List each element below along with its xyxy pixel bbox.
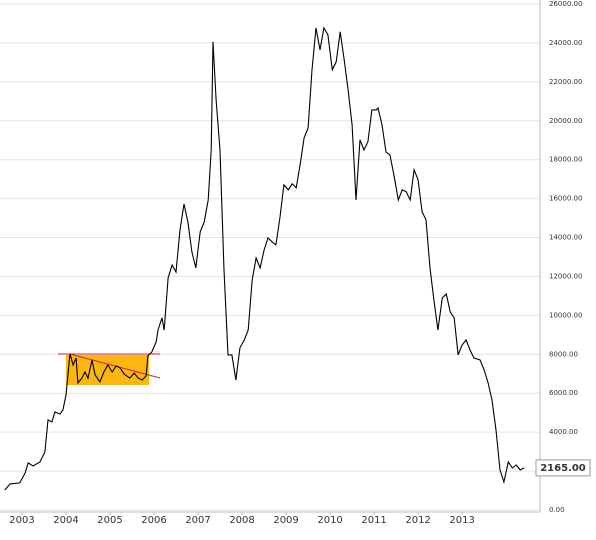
x-tick-label: 2013 <box>449 515 474 526</box>
last-value-label: 2165.00 <box>540 463 586 474</box>
y-tick-label: 4000.00 <box>549 428 578 436</box>
y-tick-label: 0.00 <box>549 506 565 514</box>
x-tick-label: 2005 <box>97 515 122 526</box>
y-tick-label: 24000.00 <box>549 39 582 47</box>
y-tick-label: 10000.00 <box>549 311 582 319</box>
y-tick-label: 20000.00 <box>549 117 582 125</box>
y-tick-label: 18000.00 <box>549 156 582 164</box>
y-tick-label: 8000.00 <box>549 350 578 358</box>
x-tick-label: 2007 <box>185 515 210 526</box>
y-tick-label: 26000.00 <box>549 0 582 8</box>
y-tick-label: 12000.00 <box>549 272 582 280</box>
x-tick-label: 2006 <box>141 515 166 526</box>
y-tick-label: 22000.00 <box>549 78 582 86</box>
y-tick-label: 16000.00 <box>549 195 582 203</box>
y-tick-label: 14000.00 <box>549 234 582 242</box>
trend-line <box>69 353 161 379</box>
last-value-box <box>535 459 591 477</box>
y-tick-label: 6000.00 <box>549 389 578 397</box>
x-tick-label: 2010 <box>317 515 342 526</box>
price-line <box>4 26 525 491</box>
x-tick-label: 2011 <box>361 515 386 526</box>
x-tick-label: 2004 <box>53 515 78 526</box>
x-tick-label: 2012 <box>405 515 430 526</box>
x-tick-label: 2008 <box>229 515 254 526</box>
highlight-box <box>66 355 149 385</box>
x-tick-label: 2003 <box>9 515 34 526</box>
x-tick-label: 2009 <box>273 515 298 526</box>
